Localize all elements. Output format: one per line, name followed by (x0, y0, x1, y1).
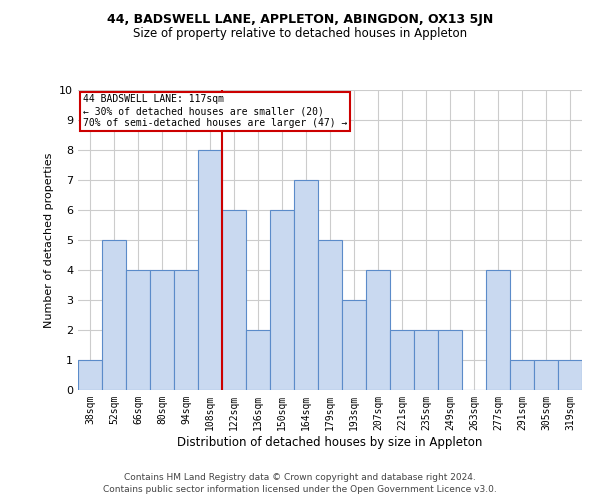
Bar (318, 240, 342, 390)
Text: Contains public sector information licensed under the Open Government Licence v3: Contains public sector information licen… (103, 485, 497, 494)
Bar (126, 270, 150, 390)
Bar (438, 330, 462, 390)
Bar (150, 270, 174, 390)
Text: 44, BADSWELL LANE, APPLETON, ABINGDON, OX13 5JN: 44, BADSWELL LANE, APPLETON, ABINGDON, O… (107, 12, 493, 26)
Bar (222, 210, 246, 390)
Text: Size of property relative to detached houses in Appleton: Size of property relative to detached ho… (133, 28, 467, 40)
Bar (558, 360, 582, 390)
Bar (270, 210, 294, 390)
Bar (390, 330, 414, 390)
Text: 44 BADSWELL LANE: 117sqm
← 30% of detached houses are smaller (20)
70% of semi-d: 44 BADSWELL LANE: 117sqm ← 30% of detach… (83, 94, 347, 128)
Y-axis label: Number of detached properties: Number of detached properties (44, 152, 53, 328)
Bar (174, 270, 198, 390)
Bar (414, 330, 438, 390)
Bar (510, 360, 534, 390)
Bar (342, 300, 366, 390)
X-axis label: Distribution of detached houses by size in Appleton: Distribution of detached houses by size … (178, 436, 482, 448)
Bar (246, 330, 270, 390)
Bar (294, 180, 318, 390)
Bar (198, 150, 222, 390)
Text: Contains HM Land Registry data © Crown copyright and database right 2024.: Contains HM Land Registry data © Crown c… (124, 472, 476, 482)
Bar (102, 240, 126, 390)
Bar (78, 360, 102, 390)
Bar (534, 360, 558, 390)
Bar (486, 270, 510, 390)
Bar (366, 270, 390, 390)
